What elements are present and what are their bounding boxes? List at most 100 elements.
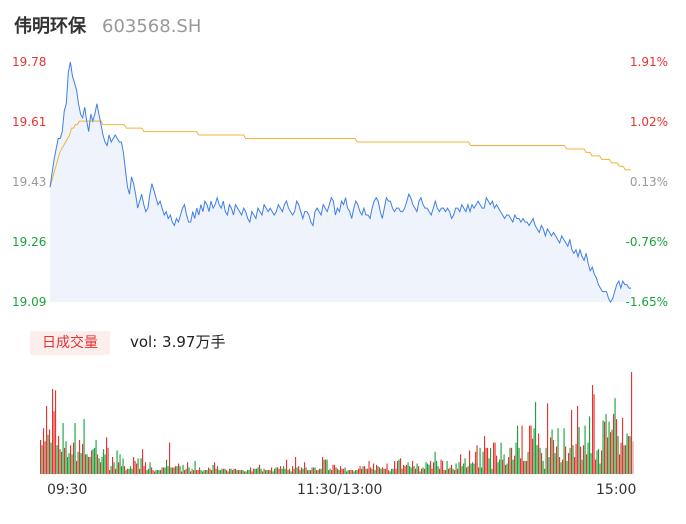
volume-bar (602, 420, 604, 474)
volume-bar (562, 459, 564, 474)
volume-bar (496, 455, 498, 474)
volume-bar (169, 442, 171, 474)
volume-bar (65, 441, 67, 474)
volume-bar (463, 463, 465, 474)
volume-bar (85, 454, 87, 474)
volume-bar (493, 442, 495, 474)
volume-bar (277, 467, 279, 474)
volume-bar (89, 457, 91, 474)
volume-bar (622, 417, 624, 474)
volume-bar (125, 470, 127, 474)
volume-bar (265, 470, 267, 474)
volume-bar (403, 464, 405, 474)
volume-bar (377, 466, 379, 474)
volume-bar (229, 468, 231, 474)
volume-bar (457, 468, 459, 474)
volume-bar (523, 460, 525, 474)
volume-bar (68, 453, 70, 474)
stock-name: 伟明环保 (14, 16, 86, 37)
volume-bar (583, 445, 585, 474)
volume-bar (43, 428, 45, 474)
volume-bar (176, 466, 178, 474)
volume-bar (350, 470, 352, 474)
volume-bar (521, 425, 523, 474)
volume-bar (424, 468, 426, 474)
volume-bar (103, 449, 105, 474)
volume-bar (569, 447, 571, 474)
volume-bar (70, 445, 72, 474)
volume-bar (188, 467, 190, 474)
time-tick-open: 09:30 (47, 482, 88, 498)
volume-bar (610, 432, 612, 474)
volume-bar (524, 460, 526, 474)
volume-bar (404, 466, 406, 474)
volume-bar (304, 462, 306, 474)
volume-bar (355, 470, 357, 474)
price-tick-3: 19.26 (12, 235, 47, 249)
volume-bar (301, 467, 303, 474)
volume-bar (632, 441, 634, 474)
volume-bar (394, 460, 396, 474)
volume-bar (317, 470, 319, 474)
volume-bar (55, 390, 57, 474)
volume-bar (376, 464, 378, 474)
volume-bar (589, 416, 591, 474)
volume-bar (95, 440, 97, 474)
daily-volume-tab[interactable]: 日成交量 (30, 331, 110, 355)
volume-bar (127, 468, 129, 474)
volume-bar (380, 468, 382, 474)
volume-bar (410, 467, 412, 474)
volume-bar (215, 468, 217, 474)
volume-bar (529, 425, 531, 474)
volume-bar (325, 459, 327, 474)
volume-bar (580, 446, 582, 474)
volume-bar (479, 447, 481, 474)
volume-bar (440, 459, 442, 474)
volume-bar (109, 470, 111, 474)
volume-bar (367, 468, 369, 474)
volume-bar (205, 470, 207, 474)
volume-bar (601, 450, 603, 474)
volume-bar (62, 423, 64, 474)
volume-bar (305, 467, 307, 474)
volume-bar (412, 460, 414, 474)
volume-bar (124, 466, 126, 474)
volume-bar (590, 453, 592, 474)
volume-bar (287, 470, 289, 474)
volume-bar (155, 470, 157, 474)
volume-bar (442, 460, 444, 474)
volume-bar (430, 460, 432, 474)
volume-bar (211, 470, 213, 474)
volume-bar (422, 467, 424, 474)
volume-bar (296, 467, 298, 474)
volume-bar (383, 468, 385, 474)
volume-bar (358, 468, 360, 474)
volume-bar (256, 468, 258, 474)
volume-bar (80, 453, 82, 474)
volume-bar (341, 468, 343, 474)
volume-bar (509, 447, 511, 474)
volume-bar (449, 467, 451, 474)
volume-bar (514, 455, 516, 474)
volume-bar (334, 464, 336, 474)
volume-bar (259, 464, 261, 474)
volume-bar (364, 466, 366, 474)
volume-bar (233, 468, 235, 474)
volume-bar (82, 443, 84, 474)
volume-bar (506, 463, 508, 474)
volume-bar (401, 468, 403, 474)
volume-bar (313, 467, 315, 474)
volume-bar (466, 467, 468, 474)
volume-bar (227, 471, 229, 474)
volume-bar (64, 447, 66, 474)
volume-bar (302, 468, 304, 474)
volume-bar (260, 468, 262, 474)
volume-bar (254, 468, 256, 474)
volume-bar (448, 468, 450, 474)
volume-bar (560, 462, 562, 474)
volume-bar (458, 462, 460, 474)
volume-bar (217, 466, 219, 474)
volume-bar (539, 447, 541, 474)
volume-bar (160, 470, 162, 474)
volume-bar (58, 436, 60, 474)
